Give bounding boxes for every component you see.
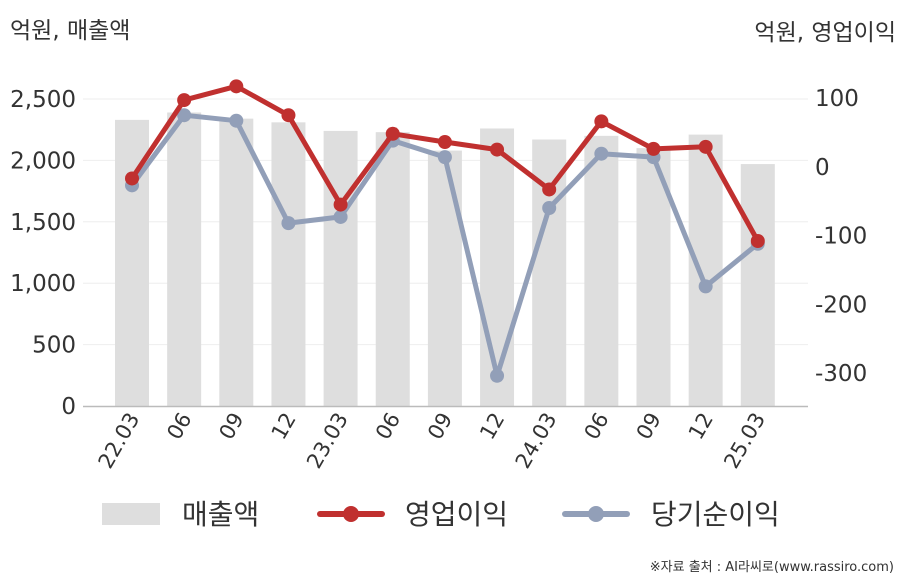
legend-swatch-bar [102, 503, 160, 525]
revenue-bar [375, 132, 410, 406]
x-tick-label: 24.03 [511, 409, 562, 473]
data-point [281, 108, 296, 123]
data-point [542, 201, 557, 215]
x-tick-label: 12 [475, 409, 509, 444]
left-tick-label: 1,000 [10, 271, 76, 297]
x-tick-label: 09 [632, 409, 666, 444]
x-tick-label: 12 [684, 409, 718, 444]
revenue-bar [427, 150, 462, 406]
revenue-bar [167, 112, 202, 407]
legend: 매출액 영업이익 당기순이익 [102, 498, 780, 531]
data-point [698, 139, 713, 154]
x-tick-label: 22.03 [93, 409, 144, 473]
revenue-bar [323, 130, 358, 407]
data-point [125, 171, 139, 186]
left-tick-label: 1,500 [10, 210, 76, 236]
x-tick-label: 25.03 [719, 409, 770, 473]
data-point [437, 150, 452, 165]
data-point [385, 126, 400, 141]
revenue-bar [271, 122, 306, 406]
right-tick-label: -200 [815, 292, 867, 318]
data-point [281, 216, 296, 231]
revenue-bar [584, 135, 619, 406]
data-point [594, 146, 609, 161]
data-point [333, 197, 348, 212]
data-point [333, 209, 348, 224]
x-tick-label: 09 [214, 409, 248, 444]
left-axis-ticks: 0 500 1,000 1,500 2,000 2,500 [10, 87, 76, 420]
right-tick-label: -300 [815, 361, 867, 387]
revenue-bars [115, 112, 775, 407]
source-note: ※자료 출처 : AI라씨로(www.rassiro.com) [650, 560, 894, 575]
profit-lines [125, 79, 765, 383]
revenue-bar [219, 118, 254, 406]
x-tick-label: 06 [580, 409, 614, 444]
data-point [750, 234, 765, 248]
legend-label: 영업이익 [405, 498, 508, 531]
legend-swatch-marker [343, 506, 359, 522]
x-tick-label: 12 [267, 409, 301, 444]
data-point [490, 142, 505, 157]
legend-label: 매출액 [182, 498, 259, 531]
left-tick-label: 2,500 [10, 87, 76, 113]
left-tick-label: 2,000 [10, 148, 76, 174]
revenue-bar [480, 128, 515, 407]
data-point [229, 79, 244, 94]
right-tick-label: 0 [815, 155, 830, 181]
data-point [594, 114, 609, 129]
x-tick-label: 06 [162, 409, 196, 444]
left-tick-label: 500 [32, 333, 76, 359]
right-tick-label: 100 [815, 86, 859, 112]
x-axis-ticks: 22.03 06 09 12 23.03 06 09 12 24.03 06 09 12 25.03 [93, 409, 770, 473]
data-point [177, 108, 192, 123]
right-axis-ticks: 100 0 -100 -200 -300 [815, 86, 867, 387]
x-tick-label: 09 [423, 409, 457, 444]
data-point [646, 141, 661, 156]
data-point [490, 368, 505, 383]
data-point [698, 279, 713, 294]
revenue-bar [688, 134, 723, 406]
data-point [542, 182, 557, 197]
right-tick-label: -100 [815, 224, 867, 250]
data-point [437, 135, 452, 149]
data-point [177, 93, 192, 108]
right-axis-unit: 억원, 영업이익 [754, 20, 896, 46]
legend-swatch-marker [588, 506, 604, 522]
revenue-bar [740, 164, 775, 406]
left-tick-label: 0 [61, 394, 76, 420]
legend-label: 당기순이익 [651, 498, 780, 531]
data-point [229, 113, 244, 128]
left-axis-unit: 억원, 매출액 [10, 18, 130, 44]
x-tick-label: 06 [371, 409, 405, 444]
x-tick-label: 23.03 [302, 409, 353, 473]
